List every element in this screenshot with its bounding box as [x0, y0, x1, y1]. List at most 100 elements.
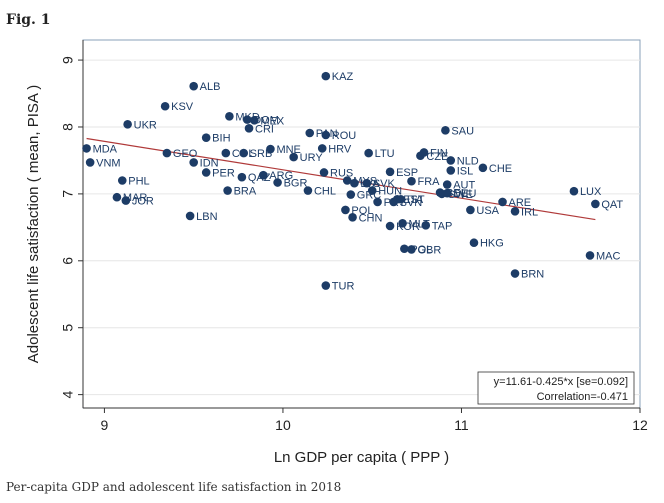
- data-point: [117, 176, 127, 185]
- point-label: ALB: [200, 81, 221, 93]
- data-point: [350, 178, 359, 188]
- figure-caption: Per-capita GDP and adolescent life satis…: [6, 480, 342, 494]
- point-label: CHN: [359, 212, 383, 224]
- point-label: MDA: [93, 143, 118, 155]
- point-label: MEX: [260, 115, 285, 127]
- point-label: GEO: [173, 148, 198, 160]
- data-point: [342, 176, 352, 185]
- point-label: SAU: [451, 125, 474, 137]
- data-point: [498, 197, 507, 207]
- data-point: [398, 219, 407, 228]
- data-point: [421, 221, 431, 230]
- point-label: ISL: [457, 165, 474, 177]
- regression-equation: y=11.61-0.425*x [se=0.092]: [494, 376, 628, 388]
- data-point: [466, 205, 475, 215]
- data-point: [112, 192, 122, 202]
- correlation-label: Correlation=-0.471: [537, 391, 628, 403]
- point-label: USA: [476, 205, 499, 217]
- data-point: [303, 186, 313, 195]
- point-label: KSV: [171, 101, 194, 113]
- y-tick-label: 9: [60, 56, 76, 64]
- data-point: [569, 186, 579, 196]
- data-point: [348, 213, 357, 222]
- point-label: IRL: [521, 206, 538, 218]
- point-label: BGR: [284, 178, 308, 190]
- data-point: [201, 168, 211, 177]
- point-label: LTU: [375, 148, 395, 160]
- point-label: LUX: [580, 186, 602, 198]
- point-label: PHL: [128, 176, 149, 188]
- data-point: [273, 178, 282, 187]
- data-point: [225, 111, 234, 121]
- plot-area: [82, 39, 641, 409]
- x-tick-label: 9: [101, 417, 109, 433]
- point-label: UKR: [134, 119, 157, 131]
- point-label: NLD: [457, 155, 479, 167]
- data-point: [305, 128, 315, 138]
- data-point: [407, 245, 416, 254]
- data-point: [367, 186, 377, 195]
- point-label: SVK: [373, 178, 396, 190]
- data-point: [478, 163, 488, 173]
- point-label: CRI: [255, 123, 274, 135]
- y-axis-title: Adolescent life satisfaction ( mean, PIS…: [25, 85, 42, 363]
- point-label: GBR: [417, 244, 441, 256]
- point-label: CZE: [426, 151, 448, 163]
- y-tick-label: 7: [60, 190, 76, 198]
- point-label: VNM: [96, 157, 120, 169]
- data-point: [121, 196, 131, 205]
- data-point: [244, 124, 254, 133]
- data-point: [469, 238, 479, 248]
- data-point: [223, 186, 232, 195]
- axes: 4 5 6 7 8 9 9 10 11 12: [60, 40, 648, 433]
- y-tick-label: 5: [60, 324, 76, 332]
- x-tick-label: 12: [632, 417, 648, 433]
- data-point: [442, 188, 452, 198]
- point-label: HUN: [378, 186, 402, 198]
- point-label: BRA: [234, 186, 257, 198]
- data-point: [364, 148, 373, 158]
- point-label: BIH: [212, 133, 230, 145]
- point-label: ESP: [396, 167, 418, 179]
- point-label: TAP: [432, 220, 453, 232]
- data-point: [341, 205, 350, 215]
- data-point: [289, 152, 298, 162]
- point-label: ROU: [332, 130, 357, 142]
- point-label: SVN: [400, 197, 423, 209]
- data-point: [510, 269, 520, 278]
- data-point: [385, 167, 395, 177]
- point-label: HRV: [328, 143, 352, 155]
- data-point: [160, 101, 170, 111]
- point-label: SRB: [250, 148, 273, 160]
- y-tick-label: 4: [60, 391, 76, 399]
- data-point: [237, 172, 247, 182]
- data-point: [591, 199, 600, 209]
- data-point: [162, 148, 172, 158]
- data-point: [407, 176, 416, 186]
- data-point: [250, 115, 259, 125]
- data-point: [385, 221, 395, 231]
- point-label: BEL: [446, 188, 467, 200]
- point-label: POL: [351, 205, 373, 217]
- data-point: [123, 120, 132, 129]
- data-point: [319, 168, 329, 177]
- x-tick-label: 11: [454, 417, 469, 433]
- data-point: [82, 144, 91, 153]
- data-point: [185, 211, 195, 221]
- point-label: CHE: [489, 163, 512, 175]
- data-point: [321, 130, 331, 140]
- data-point: [435, 188, 445, 197]
- data-point: [441, 126, 450, 135]
- point-label: LBN: [196, 211, 217, 223]
- point-label: HKG: [480, 238, 504, 250]
- fit-line: [86, 137, 596, 221]
- data-point: [373, 197, 382, 207]
- point-label: IDN: [200, 157, 219, 169]
- data-point: [362, 178, 372, 188]
- data-point: [259, 170, 268, 180]
- data-point: [585, 251, 595, 260]
- data-point: [189, 81, 198, 91]
- gridlines: [83, 59, 640, 396]
- point-label: URY: [300, 152, 324, 164]
